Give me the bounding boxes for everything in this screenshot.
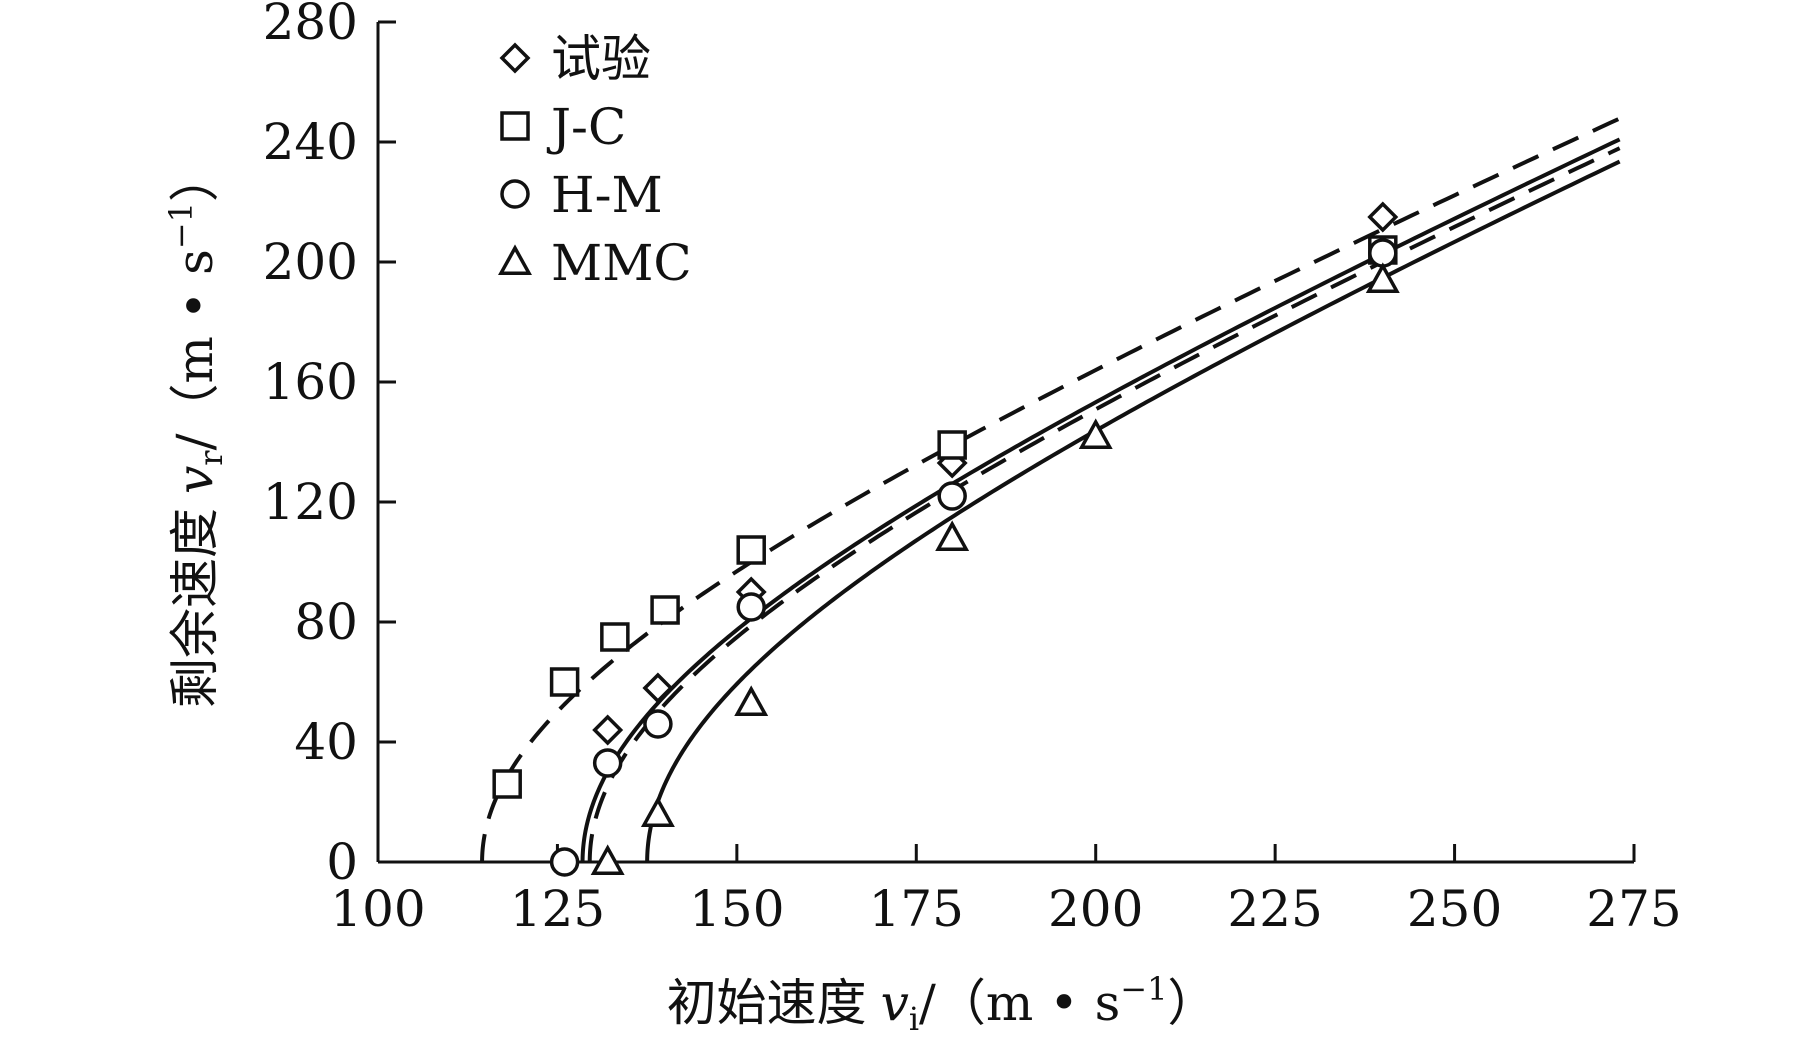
- square-data-point: [736, 535, 766, 565]
- legend-label: H-M: [551, 166, 663, 224]
- y-tick-label: 0: [326, 833, 358, 891]
- triangle-data-point: [935, 520, 970, 551]
- legend: 试验 J-C H-M MMC: [498, 30, 692, 292]
- y-tick-label: 120: [263, 473, 358, 531]
- triangle-data-point: [590, 844, 625, 875]
- y-tick-label: 160: [263, 353, 358, 411]
- y-tick-label: 200: [263, 233, 358, 291]
- x-axis-title: 初始速度 vi/（m • s−1）: [667, 970, 1218, 1037]
- diamond-data-point: [1367, 201, 1399, 233]
- diamond-data-point: [592, 714, 624, 746]
- x-tick-label: 200: [1048, 880, 1143, 938]
- square-data-point: [492, 769, 522, 799]
- data-markers: [492, 201, 1400, 877]
- y-tick-label: 280: [263, 0, 358, 51]
- tick-labels: 100 125 150 175 200 225 250 275 0 40 80 120 160 200 24…: [263, 0, 1682, 938]
- circle-data-point: [643, 709, 673, 739]
- circle-data-point: [937, 481, 967, 511]
- circle-data-point: [736, 592, 766, 622]
- fit-curve-dashed: [480, 116, 1621, 863]
- circle-data-point: [592, 748, 623, 778]
- legend-marker-triangle: [498, 244, 532, 275]
- axes: [376, 20, 1636, 864]
- y-axis-title: 剩余速度vr/（m • s−1）: [162, 152, 230, 708]
- x-tick-label: 275: [1586, 880, 1681, 938]
- circle-data-point: [549, 847, 580, 877]
- triangle-data-point: [1078, 418, 1113, 449]
- triangle-data-point: [734, 685, 769, 716]
- fit-curve-solid: [645, 159, 1621, 863]
- x-tick-label: 225: [1227, 880, 1322, 938]
- x-tick-label: 100: [330, 880, 425, 938]
- x-tick-label: 150: [689, 880, 784, 938]
- x-tick-label: 175: [869, 880, 964, 938]
- y-tick-label: 240: [263, 113, 358, 171]
- x-tick-label: 250: [1407, 880, 1502, 938]
- circle-data-point: [1368, 238, 1398, 268]
- legend-marker-square: [500, 111, 530, 141]
- legend-marker-diamond: [499, 42, 531, 74]
- legend-label: MMC: [551, 234, 692, 292]
- triangle-data-point: [640, 796, 675, 827]
- legend-label: 试验: [551, 30, 651, 88]
- x-tick-label: 125: [510, 880, 605, 938]
- fit-curves: [480, 116, 1621, 863]
- fit-curve-dashed: [587, 146, 1621, 863]
- triangle-data-point: [1365, 262, 1400, 293]
- legend-marker-circle: [500, 179, 530, 209]
- square-data-point: [600, 622, 630, 652]
- legend-label: J-C: [546, 98, 626, 156]
- square-data-point: [650, 595, 680, 625]
- y-tick-label: 80: [294, 593, 358, 651]
- fit-curve-solid: [580, 137, 1621, 863]
- square-data-point: [549, 667, 580, 697]
- square-data-point: [937, 430, 967, 460]
- y-tick-label: 40: [294, 713, 358, 771]
- diamond-data-point: [642, 672, 674, 704]
